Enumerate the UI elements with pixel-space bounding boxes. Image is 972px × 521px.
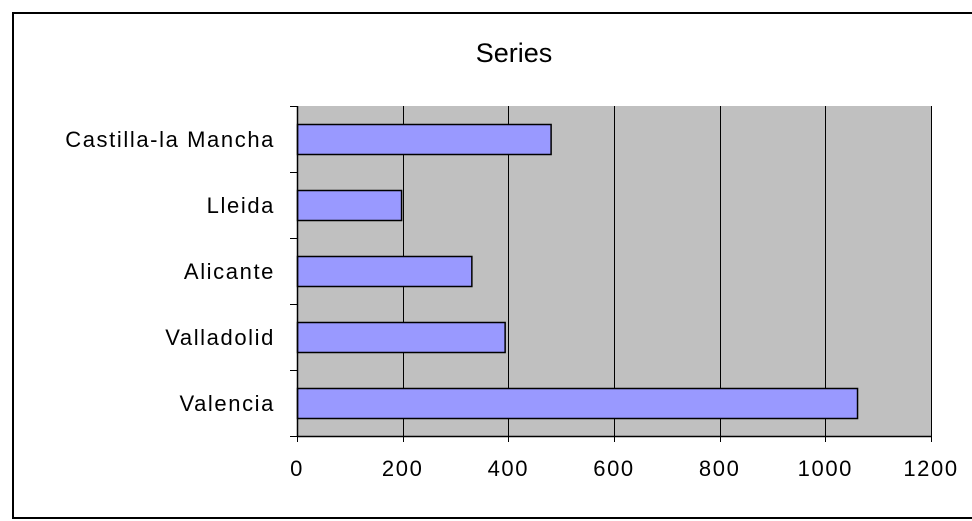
bars (296, 123, 859, 420)
axis-labels: 0 200 400 600 800 1000 1200 Castilla-la Mancha L… (65, 127, 958, 481)
x-tick-label: 1000 (798, 456, 853, 481)
y-category-label: Alicante (184, 259, 275, 284)
chart-svg: Series 0 200 400 600 800 1000 1200 Castilla-la … (65, 38, 958, 481)
bar (296, 255, 473, 288)
bar (296, 387, 859, 420)
y-category-label: Castilla-la Mancha (65, 127, 275, 152)
y-category-label: Valencia (179, 391, 275, 416)
y-category-label: Lleida (207, 193, 275, 218)
bar (296, 123, 552, 156)
bar (296, 321, 506, 354)
y-category-label: Valladolid (165, 325, 275, 350)
chart-title: Series (476, 38, 553, 68)
axis-ticks (290, 106, 932, 442)
x-tick-label: 400 (488, 456, 530, 481)
gridlines (403, 106, 932, 436)
chart-frame: Series 0 200 400 600 800 1000 1200 Castilla-la … (12, 12, 972, 519)
x-tick-label: 800 (699, 456, 741, 481)
x-tick-label: 200 (382, 456, 424, 481)
x-tick-label: 0 (290, 456, 304, 481)
bar (296, 189, 403, 222)
x-tick-label: 600 (593, 456, 635, 481)
x-tick-label: 1200 (903, 456, 958, 481)
